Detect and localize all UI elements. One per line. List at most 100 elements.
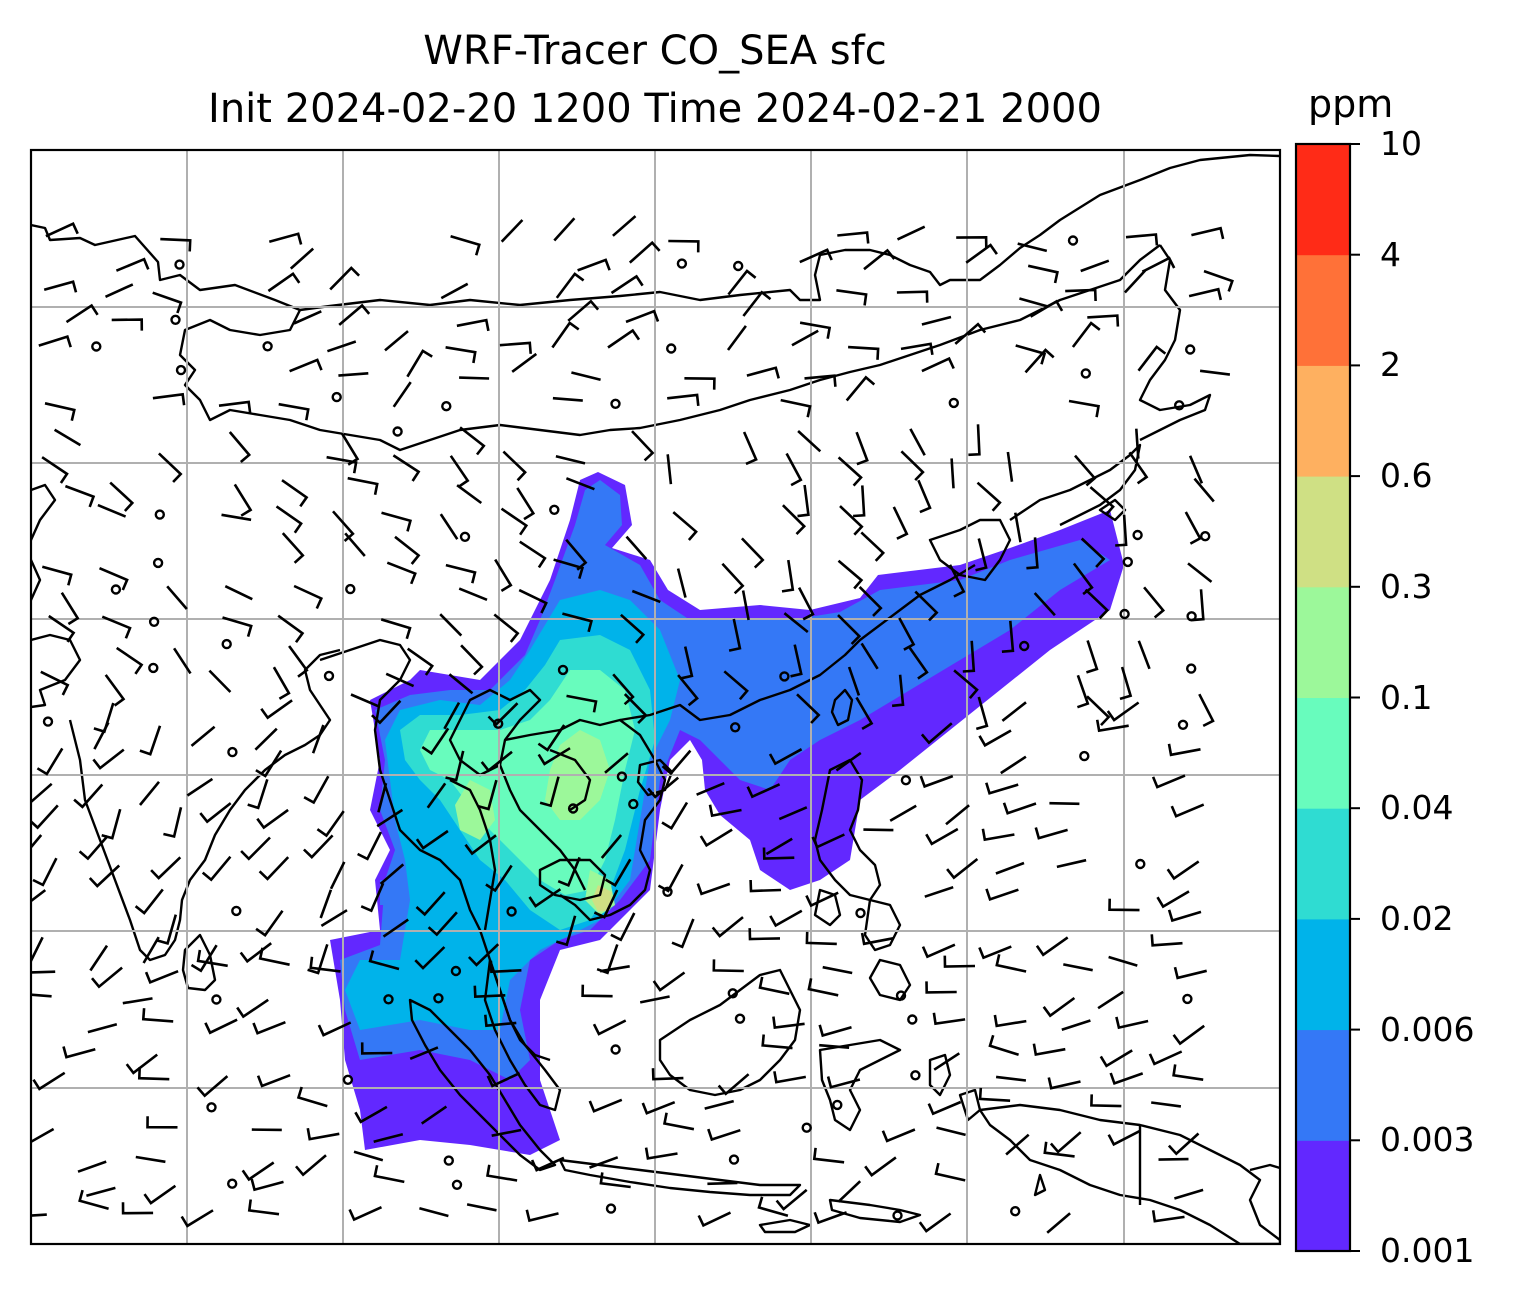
wind-barb: [921, 943, 956, 959]
wind-barb: [684, 377, 716, 390]
wind-barb: [1148, 1050, 1183, 1066]
wind-barb: [293, 584, 324, 610]
colorbar-tick-label: 0.003: [1380, 1120, 1475, 1160]
wind-barb: [258, 856, 290, 881]
wind-barb: [409, 1046, 439, 1061]
calm-wind-marker: [443, 1155, 454, 1166]
wind-barb: [1167, 743, 1201, 757]
wind-barb: [553, 558, 585, 579]
wind-barb: [260, 699, 293, 720]
wind-barb: [769, 909, 803, 928]
calm-wind-marker: [1132, 529, 1143, 541]
wind-barb: [247, 1199, 280, 1216]
wind-barb: [354, 1105, 388, 1124]
wind-barb: [115, 646, 144, 675]
wind-barb: [152, 291, 183, 314]
wind-barb: [104, 674, 126, 707]
calm-wind-marker: [907, 1014, 918, 1025]
wind-barb: [98, 567, 129, 591]
colorbar-tick-label: 0.001: [1380, 1231, 1475, 1270]
calm-wind-marker: [441, 401, 452, 412]
wind-barb: [385, 672, 415, 688]
wind-barb: [281, 532, 305, 564]
wind-barb: [612, 215, 637, 237]
wind-barb: [1080, 537, 1106, 568]
wind-barb: [486, 1164, 518, 1182]
wind-barb: [909, 428, 926, 456]
wind-barb: [978, 945, 1012, 960]
calm-wind-marker: [1177, 719, 1189, 730]
wind-barb: [589, 1156, 619, 1169]
wind-barb: [64, 484, 96, 508]
wind-barb: [377, 782, 388, 813]
wind-barb: [848, 345, 880, 360]
wind-barb: [919, 774, 954, 789]
wind-barb: [111, 318, 144, 331]
calm-wind-marker: [345, 583, 356, 595]
wind-barb: [53, 428, 82, 447]
calm-wind-marker: [1018, 640, 1030, 652]
calm-wind-marker: [227, 746, 238, 758]
colorbar-tick-label: 0.3: [1380, 566, 1433, 606]
colorbar-segment: [1296, 586, 1350, 698]
wind-barb: [320, 909, 348, 928]
wind-barb: [661, 801, 689, 830]
wind-barb: [485, 864, 513, 893]
wind-barb: [228, 431, 252, 463]
wind-barb: [139, 725, 162, 756]
wind-barb: [44, 402, 76, 421]
wind-barb: [892, 506, 909, 540]
wind-barb: [45, 221, 79, 238]
wind-barb: [699, 828, 733, 848]
wind-barb: [380, 618, 412, 640]
wind-barb: [1063, 963, 1093, 972]
wind-barb: [1047, 1077, 1081, 1090]
wind-barb: [631, 430, 655, 462]
wind-barb: [373, 1133, 404, 1143]
wind-barb: [914, 590, 939, 622]
wind-barb: [818, 1024, 852, 1038]
wind-barb: [464, 834, 497, 856]
calm-wind-marker: [605, 1203, 617, 1214]
calm-wind-marker: [226, 1178, 238, 1189]
wind-barb: [799, 321, 832, 339]
wind-barb: [783, 612, 809, 634]
calm-wind-marker: [211, 994, 222, 1005]
lat-lon-grid: [31, 150, 1280, 1244]
wind-barb: [746, 783, 781, 799]
wind-barb: [445, 750, 465, 782]
map-frame: [29, 148, 1282, 1246]
calm-wind-marker: [1067, 235, 1079, 246]
wind-barb: [78, 1189, 109, 1211]
wind-barb: [641, 1100, 676, 1115]
wind-barb: [625, 309, 660, 324]
wind-barb: [995, 1075, 1027, 1082]
wind-barb: [500, 507, 529, 536]
calm-wind-marker: [493, 718, 504, 729]
wind-barb: [302, 834, 334, 859]
wind-barb: [855, 431, 869, 466]
wind-barb: [373, 1164, 405, 1184]
wind-barb: [311, 724, 325, 754]
wind-barb: [329, 861, 346, 890]
wind-barb: [525, 1209, 559, 1223]
wind-barb: [218, 400, 252, 413]
wind-barb: [201, 855, 232, 882]
wind-barb: [581, 984, 613, 998]
calm-wind-marker: [895, 990, 907, 1001]
wind-barb: [592, 1019, 627, 1036]
wind-barb: [680, 646, 694, 680]
calm-wind-marker: [1199, 531, 1211, 542]
wind-barb: [530, 1156, 565, 1172]
calm-wind-marker: [666, 343, 677, 354]
wind-barb: [180, 1209, 214, 1228]
wind-barb: [289, 247, 315, 270]
wind-barb: [267, 271, 301, 293]
wind-barb: [721, 562, 745, 595]
wind-barb: [1170, 803, 1205, 818]
wind-barb: [1173, 966, 1208, 980]
wind-barb: [845, 375, 876, 402]
wind-barb: [1026, 537, 1039, 570]
wind-barb: [87, 1023, 118, 1034]
wind-barbs: [31, 215, 1234, 1234]
